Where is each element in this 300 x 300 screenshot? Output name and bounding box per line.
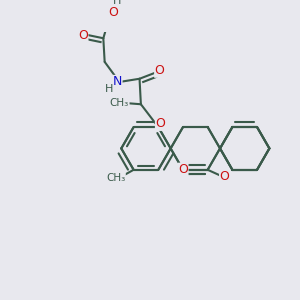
Text: O: O (155, 64, 165, 77)
Text: O: O (220, 170, 230, 183)
Text: O: O (108, 6, 118, 19)
Text: O: O (178, 163, 188, 176)
Text: O: O (155, 117, 165, 130)
Text: CH₃: CH₃ (110, 98, 129, 108)
Text: O: O (78, 28, 88, 41)
Text: N: N (112, 76, 122, 88)
Text: CH₃: CH₃ (106, 173, 125, 183)
Text: H: H (105, 84, 113, 94)
Text: H: H (112, 0, 121, 6)
